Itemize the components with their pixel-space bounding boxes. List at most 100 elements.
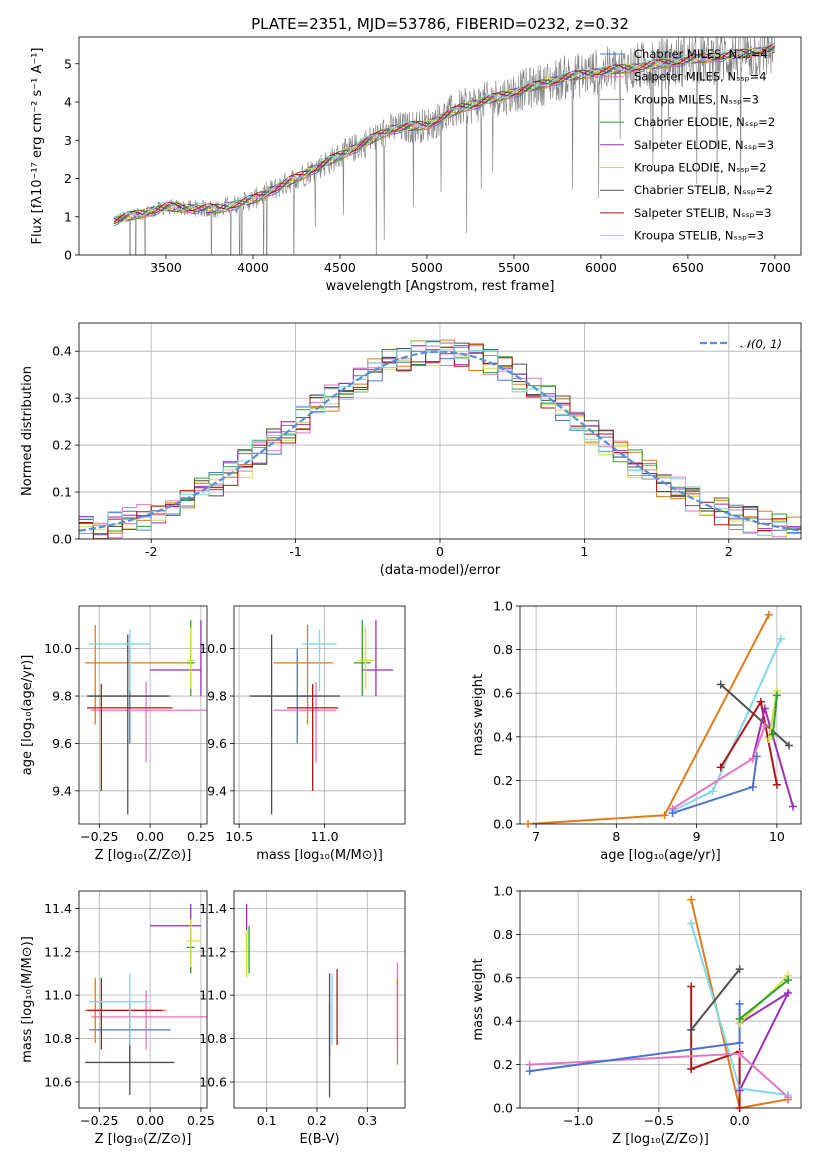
model-series-line	[113, 43, 776, 223]
legend-label: Kroupa ELODIE, Nₛₛₚ=2	[634, 161, 767, 175]
x-axis-label: Z [log₁₀(Z/Z⊙)]	[612, 1132, 709, 1147]
plus-marker	[760, 704, 769, 713]
plus-marker	[784, 741, 793, 750]
y-tick-label: 0.1	[52, 485, 72, 500]
plot-area	[79, 606, 207, 824]
y-tick-label: 9.8	[52, 689, 72, 704]
plus-marker	[687, 1064, 696, 1073]
x-tick-label: 4000	[237, 260, 269, 275]
y-tick-label: 0.2	[52, 438, 72, 453]
plus-marker	[764, 610, 773, 619]
x-tick-label: 10.5	[225, 829, 253, 844]
x-tick-label: 7	[532, 829, 540, 844]
plot-area	[79, 323, 801, 539]
x-tick-label: 0.00	[136, 1113, 164, 1128]
legend-label: Chabrier ELODIE, Nₛₛₚ=2	[634, 115, 775, 129]
x-axis-label: age [log₁₀(age/yr)]	[600, 848, 721, 863]
panel-weight_vs_age: 7 8 9 10 0.0 0.2 0.4 0.6 0.8 1.0 age [log₁₀(age/yr…	[471, 599, 802, 863]
x-tick-label: 5500	[498, 260, 530, 275]
y-tick-label: 11.4	[199, 901, 227, 916]
y-tick-label: 11.4	[44, 901, 72, 916]
weight-series-line	[720, 683, 790, 747]
panel-age_vs_mass: 10.5 11.0 9.4 9.6 9.8 10.0 mass [log₁₀(M/M⊙)]	[199, 605, 406, 863]
y-tick-label: 11.2	[199, 944, 227, 959]
plus-marker	[776, 634, 785, 643]
y-tick-label: 10.6	[44, 1074, 72, 1089]
plus-marker	[735, 1038, 744, 1047]
plus-marker	[735, 1015, 744, 1024]
plus-marker	[716, 680, 725, 689]
axes-frame	[78, 605, 208, 825]
y-axis-label: mass [log₁₀(M/M⊙)]	[20, 936, 35, 1063]
plus-marker	[772, 691, 781, 700]
x-tick-label: 0.0	[730, 1113, 750, 1128]
y-tick-label: 0.0	[52, 532, 72, 547]
x-tick-label: 0.1	[257, 1113, 277, 1128]
y-tick-label: 1.0	[493, 599, 513, 614]
y-tick-label: 5	[64, 56, 72, 71]
y-tick-label: 9.4	[52, 783, 72, 798]
weight-series-line	[751, 704, 794, 807]
plot-area	[234, 891, 405, 1108]
legend-label: Chabrier MILES, Nₛₛₚ=4	[634, 47, 768, 61]
legend-label: Salpeter ELODIE, Nₛₛₚ=3	[634, 138, 774, 152]
x-axis-label: Z [log₁₀(Z/Z⊙)]	[95, 848, 192, 863]
plus-marker	[735, 1049, 744, 1058]
y-tick-label: 0.6	[493, 970, 513, 985]
plot-area	[520, 891, 801, 1108]
x-tick-label: −0.25	[80, 829, 118, 844]
plus-marker	[748, 782, 757, 791]
y-tick-label: 0.3	[52, 391, 72, 406]
axes-frame	[78, 322, 802, 540]
plus-marker	[788, 802, 797, 811]
y-axis-label: mass weight	[471, 674, 486, 756]
y-tick-label: 0.2	[493, 773, 513, 788]
plus-marker	[687, 919, 696, 928]
legend-label: 𝒩(0, 1)	[740, 337, 782, 351]
axes-frame	[233, 605, 406, 825]
y-axis-label: mass weight	[471, 958, 486, 1040]
x-tick-label: 11.0	[311, 829, 339, 844]
plus-marker	[760, 721, 769, 730]
weight-series-line	[690, 899, 789, 1108]
plus-marker	[687, 1025, 696, 1034]
plus-marker	[764, 734, 773, 743]
x-tick-label: 8	[612, 829, 620, 844]
weight-series-line	[529, 1003, 741, 1073]
plus-marker	[524, 820, 533, 828]
y-tick-label: 0.0	[493, 817, 513, 832]
y-tick-label: 0.8	[493, 927, 513, 942]
x-tick-label: 5000	[411, 260, 443, 275]
plus-marker	[784, 988, 793, 997]
x-tick-label: 0.3	[357, 1113, 377, 1128]
y-tick-label: 11.0	[44, 988, 72, 1003]
y-tick-label: 11.2	[44, 944, 72, 959]
model-series-line	[113, 43, 775, 219]
x-axis-label: (data-model)/error	[380, 563, 501, 578]
plus-marker	[735, 1086, 744, 1095]
y-axis-label: Flux [fλ10⁻¹⁷ erg cm⁻² s⁻¹ A⁻¹]	[30, 48, 45, 245]
plot-area	[234, 606, 405, 824]
figure-title: PLATE=2351, MJD=53786, FIBERID=0232, z=0…	[251, 15, 629, 33]
plus-marker	[768, 730, 777, 739]
histogram-series	[79, 340, 801, 536]
y-tick-label: 10.6	[199, 1074, 227, 1089]
plus-marker	[687, 895, 696, 904]
y-tick-label: 0.8	[493, 642, 513, 657]
y-tick-label: 9.8	[207, 689, 227, 704]
x-tick-label: 0.25	[187, 829, 215, 844]
y-tick-label: 0.4	[493, 729, 513, 744]
model-series-line	[113, 46, 776, 220]
x-tick-label: 0.25	[187, 1113, 215, 1128]
panel-mass_vs_Z: −0.25 0.00 0.25 10.6 10.8 11.0 11.2 11.4 Z [log₁…	[20, 890, 215, 1147]
panels: 3500 4000 4500 5000 5500 6000 6500 7000 0 1 2 3 4 5 wa…	[20, 36, 802, 1147]
panel-age_vs_Z: −0.25 0.00 0.25 9.4 9.6 9.8 10.0 Z [log₁₀(Z/Z⊙)…	[20, 605, 215, 863]
plus-marker	[716, 763, 725, 772]
plus-marker	[525, 1067, 534, 1076]
x-tick-label: −0.5	[644, 1113, 674, 1128]
legend-label: Chabrier STELIB, Nₛₛₚ=2	[634, 183, 773, 197]
x-tick-label: 7000	[759, 260, 791, 275]
panel-spectrum: 3500 4000 4500 5000 5500 6000 6500 7000 0 1 2 3 4 5 wa…	[30, 36, 802, 294]
y-tick-label: 0.6	[493, 686, 513, 701]
